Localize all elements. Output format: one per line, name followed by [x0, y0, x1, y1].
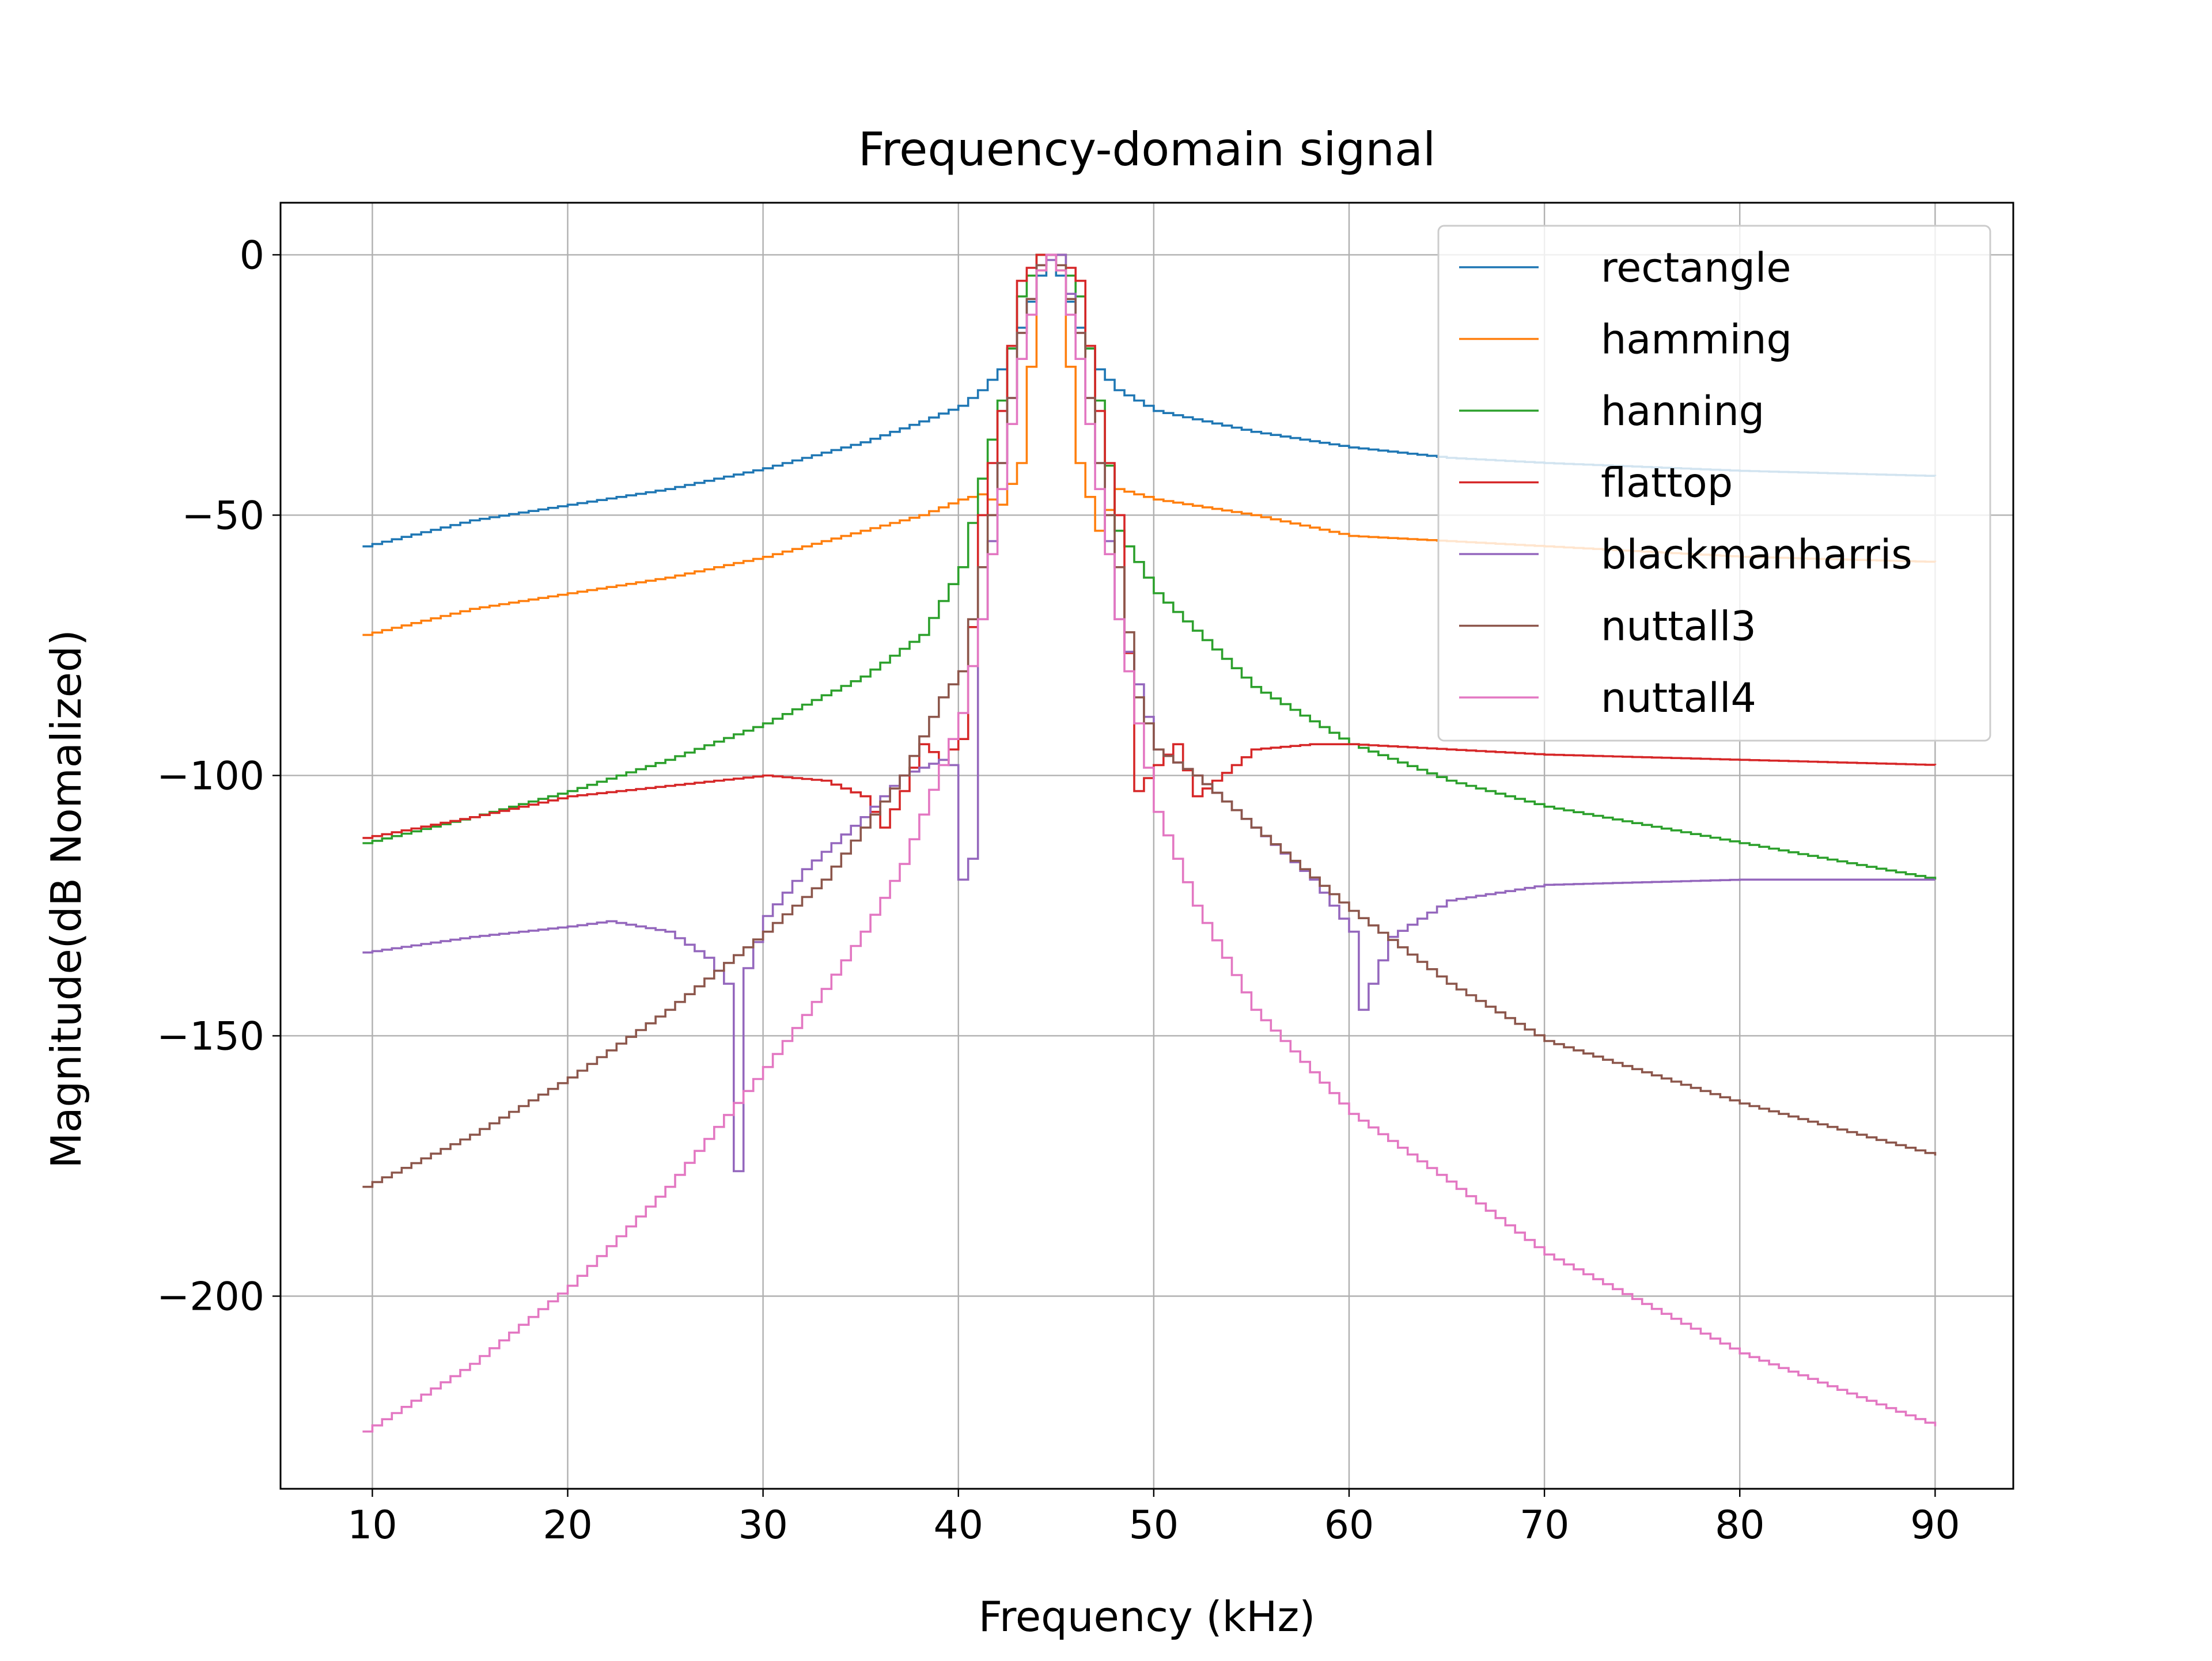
x-tick-label: 90: [1910, 1503, 1960, 1548]
x-tick-label: 40: [933, 1503, 983, 1548]
y-tick-label: −200: [157, 1275, 264, 1320]
chart-title: Frequency-domain signal: [858, 123, 1435, 176]
axis-ticks: 10 20 30 40 50 60 70 80 90 0 −50 −100 −150 −200: [157, 233, 1960, 1548]
legend-label-nuttall4: nuttall4: [1601, 674, 1756, 722]
x-tick-label: 80: [1715, 1503, 1765, 1548]
legend-label-hamming: hamming: [1601, 316, 1792, 363]
legend-box: [1437, 225, 1991, 742]
legend-label-nuttall3: nuttall3: [1601, 603, 1756, 650]
legend-label-rectangle: rectangle: [1601, 244, 1791, 291]
x-tick-label: 70: [1520, 1503, 1570, 1548]
series-lines: [362, 253, 1937, 1433]
y-tick-label: −150: [157, 1014, 264, 1059]
x-tick-label: 50: [1129, 1503, 1179, 1548]
legend: rectangle hamming hanning flattop blackmanha…: [1437, 225, 1991, 742]
series-line-hanning: [362, 253, 1937, 880]
y-tick-label: 0: [240, 233, 264, 278]
x-tick-label: 10: [347, 1503, 397, 1548]
legend-label-hanning: hanning: [1601, 388, 1764, 435]
legend-label-flattop: flattop: [1601, 460, 1733, 507]
y-axis-label: Magnitude(dB Nomalized): [42, 629, 90, 1169]
x-axis-label: Frequency (kHz): [979, 1592, 1316, 1641]
series-line-flattop: [362, 253, 1937, 839]
y-tick-label: −100: [157, 753, 264, 799]
legend-label-blackmanharris: blackmanharris: [1601, 531, 1912, 578]
series-line-nuttall4: [362, 253, 1937, 1433]
x-tick-label: 30: [738, 1503, 788, 1548]
x-tick-label: 20: [543, 1503, 593, 1548]
y-tick-label: −50: [181, 493, 264, 539]
x-tick-label: 60: [1324, 1503, 1374, 1548]
axes-frame: [279, 202, 2014, 1490]
series-line-nuttall3: [362, 253, 1937, 1188]
